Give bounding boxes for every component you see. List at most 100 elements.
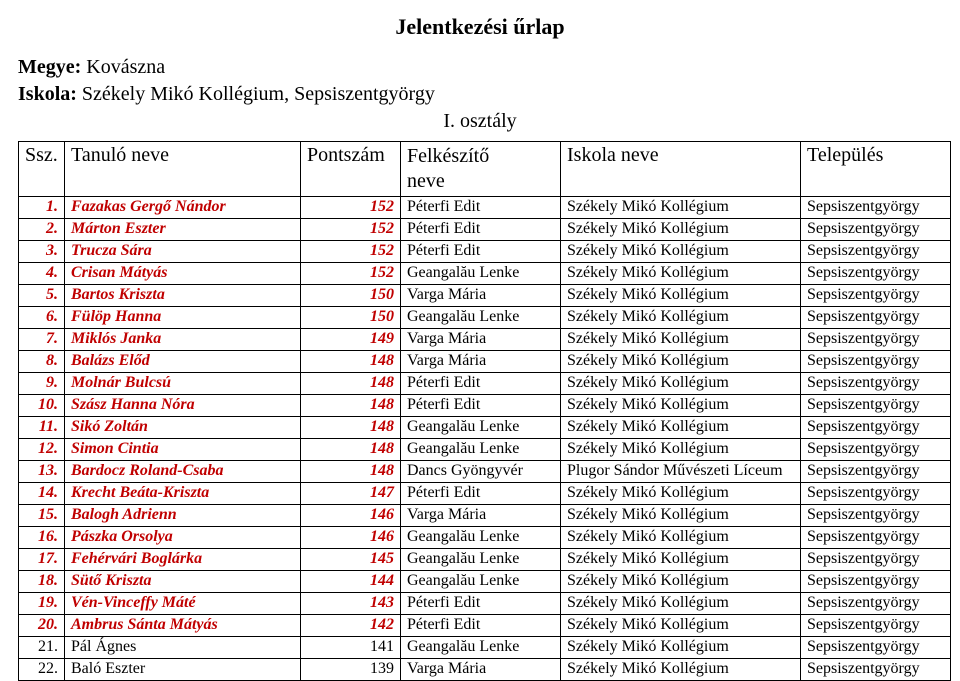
cell-points: 139 <box>301 659 401 681</box>
table-row: 5.Bartos Kriszta150Varga MáriaSzékely Mi… <box>19 285 951 307</box>
cell-ssz: 5. <box>19 285 65 307</box>
cell-name: Pál Ágnes <box>65 637 301 659</box>
cell-name: Simon Cintia <box>65 439 301 461</box>
cell-name: Sikó Zoltán <box>65 417 301 439</box>
cell-ssz: 8. <box>19 351 65 373</box>
cell-name: Trucza Sára <box>65 241 301 263</box>
cell-school: Székely Mikó Kollégium <box>561 395 801 417</box>
cell-town: Sepsiszentgyörgy <box>801 615 951 637</box>
cell-points: 152 <box>301 197 401 219</box>
cell-school: Székely Mikó Kollégium <box>561 373 801 395</box>
cell-town: Sepsiszentgyörgy <box>801 351 951 373</box>
cell-points: 144 <box>301 571 401 593</box>
cell-school: Székely Mikó Kollégium <box>561 329 801 351</box>
table-row: 12.Simon Cintia148Geangalău LenkeSzékely… <box>19 439 951 461</box>
cell-town: Sepsiszentgyörgy <box>801 527 951 549</box>
col-school: Iskola neve <box>561 142 801 197</box>
cell-preparer: Varga Mária <box>401 285 561 307</box>
cell-points: 148 <box>301 351 401 373</box>
table-row: 19.Vén-Vinceffy Máté143Péterfi EditSzéke… <box>19 593 951 615</box>
cell-name: Fazakas Gergő Nándor <box>65 197 301 219</box>
cell-school: Székely Mikó Kollégium <box>561 307 801 329</box>
table-row: 20.Ambrus Sánta Mátyás142Péterfi EditSzé… <box>19 615 951 637</box>
col-preparer: Felkészítő neve <box>401 142 561 197</box>
table-row: 4.Crisan Mátyás152Geangalău LenkeSzékely… <box>19 263 951 285</box>
cell-school: Székely Mikó Kollégium <box>561 241 801 263</box>
cell-school: Székely Mikó Kollégium <box>561 505 801 527</box>
cell-points: 152 <box>301 241 401 263</box>
table-header-row: Ssz. Tanuló neve Pontszám Felkészítő nev… <box>19 142 951 197</box>
cell-town: Sepsiszentgyörgy <box>801 329 951 351</box>
cell-name: Fülöp Hanna <box>65 307 301 329</box>
cell-name: Miklós Janka <box>65 329 301 351</box>
cell-town: Sepsiszentgyörgy <box>801 307 951 329</box>
cell-points: 146 <box>301 527 401 549</box>
cell-points: 152 <box>301 263 401 285</box>
cell-points: 143 <box>301 593 401 615</box>
table-row: 3.Trucza Sára152Péterfi EditSzékely Mikó… <box>19 241 951 263</box>
cell-school: Plugor Sándor Művészeti Líceum <box>561 461 801 483</box>
table-row: 8.Balázs Előd148Varga MáriaSzékely Mikó … <box>19 351 951 373</box>
cell-school: Székely Mikó Kollégium <box>561 527 801 549</box>
cell-preparer: Geangalău Lenke <box>401 263 561 285</box>
cell-town: Sepsiszentgyörgy <box>801 439 951 461</box>
cell-preparer: Geangalău Lenke <box>401 637 561 659</box>
cell-points: 148 <box>301 461 401 483</box>
cell-town: Sepsiszentgyörgy <box>801 593 951 615</box>
cell-ssz: 12. <box>19 439 65 461</box>
cell-preparer: Péterfi Edit <box>401 241 561 263</box>
cell-preparer: Varga Mária <box>401 351 561 373</box>
table-row: 10.Szász Hanna Nóra148Péterfi EditSzékel… <box>19 395 951 417</box>
cell-ssz: 21. <box>19 637 65 659</box>
cell-town: Sepsiszentgyörgy <box>801 241 951 263</box>
cell-preparer: Geangalău Lenke <box>401 439 561 461</box>
cell-preparer: Péterfi Edit <box>401 593 561 615</box>
col-preparer-line1: Felkészítő <box>407 144 554 169</box>
table-row: 13.Bardocz Roland-Csaba148Dancs Gyöngyvé… <box>19 461 951 483</box>
table-row: 9.Molnár Bulcsú148Péterfi EditSzékely Mi… <box>19 373 951 395</box>
cell-points: 145 <box>301 549 401 571</box>
table-row: 16.Pászka Orsolya146Geangalău LenkeSzéke… <box>19 527 951 549</box>
cell-town: Sepsiszentgyörgy <box>801 571 951 593</box>
cell-ssz: 11. <box>19 417 65 439</box>
cell-preparer: Varga Mária <box>401 505 561 527</box>
cell-points: 150 <box>301 285 401 307</box>
cell-preparer: Geangalău Lenke <box>401 307 561 329</box>
cell-name: Balogh Adrienn <box>65 505 301 527</box>
cell-school: Székely Mikó Kollégium <box>561 549 801 571</box>
cell-points: 146 <box>301 505 401 527</box>
cell-ssz: 2. <box>19 219 65 241</box>
cell-town: Sepsiszentgyörgy <box>801 505 951 527</box>
cell-points: 152 <box>301 219 401 241</box>
cell-ssz: 7. <box>19 329 65 351</box>
cell-town: Sepsiszentgyörgy <box>801 461 951 483</box>
meta-school-label: Iskola: <box>18 83 77 105</box>
cell-preparer: Péterfi Edit <box>401 483 561 505</box>
cell-town: Sepsiszentgyörgy <box>801 417 951 439</box>
cell-points: 148 <box>301 395 401 417</box>
table-row: 1.Fazakas Gergő Nándor152Péterfi EditSzé… <box>19 197 951 219</box>
cell-preparer: Varga Mária <box>401 659 561 681</box>
table-row: 2.Márton Eszter152Péterfi EditSzékely Mi… <box>19 219 951 241</box>
cell-ssz: 17. <box>19 549 65 571</box>
cell-name: Vén-Vinceffy Máté <box>65 593 301 615</box>
cell-school: Székely Mikó Kollégium <box>561 571 801 593</box>
applicants-table: Ssz. Tanuló neve Pontszám Felkészítő nev… <box>18 141 951 681</box>
cell-points: 148 <box>301 439 401 461</box>
table-row: 11.Sikó Zoltán148Geangalău LenkeSzékely … <box>19 417 951 439</box>
cell-town: Sepsiszentgyörgy <box>801 549 951 571</box>
cell-school: Székely Mikó Kollégium <box>561 637 801 659</box>
cell-school: Székely Mikó Kollégium <box>561 263 801 285</box>
table-row: 15.Balogh Adrienn146Varga MáriaSzékely M… <box>19 505 951 527</box>
cell-preparer: Geangalău Lenke <box>401 549 561 571</box>
col-ssz: Ssz. <box>19 142 65 197</box>
cell-name: Molnár Bulcsú <box>65 373 301 395</box>
meta-county-label: Megye: <box>18 56 81 78</box>
table-row: 21.Pál Ágnes141Geangalău LenkeSzékely Mi… <box>19 637 951 659</box>
cell-school: Székely Mikó Kollégium <box>561 351 801 373</box>
cell-name: Crisan Mátyás <box>65 263 301 285</box>
cell-ssz: 16. <box>19 527 65 549</box>
cell-town: Sepsiszentgyörgy <box>801 285 951 307</box>
class-subtitle: I. osztály <box>18 110 942 133</box>
cell-name: Fehérvári Boglárka <box>65 549 301 571</box>
